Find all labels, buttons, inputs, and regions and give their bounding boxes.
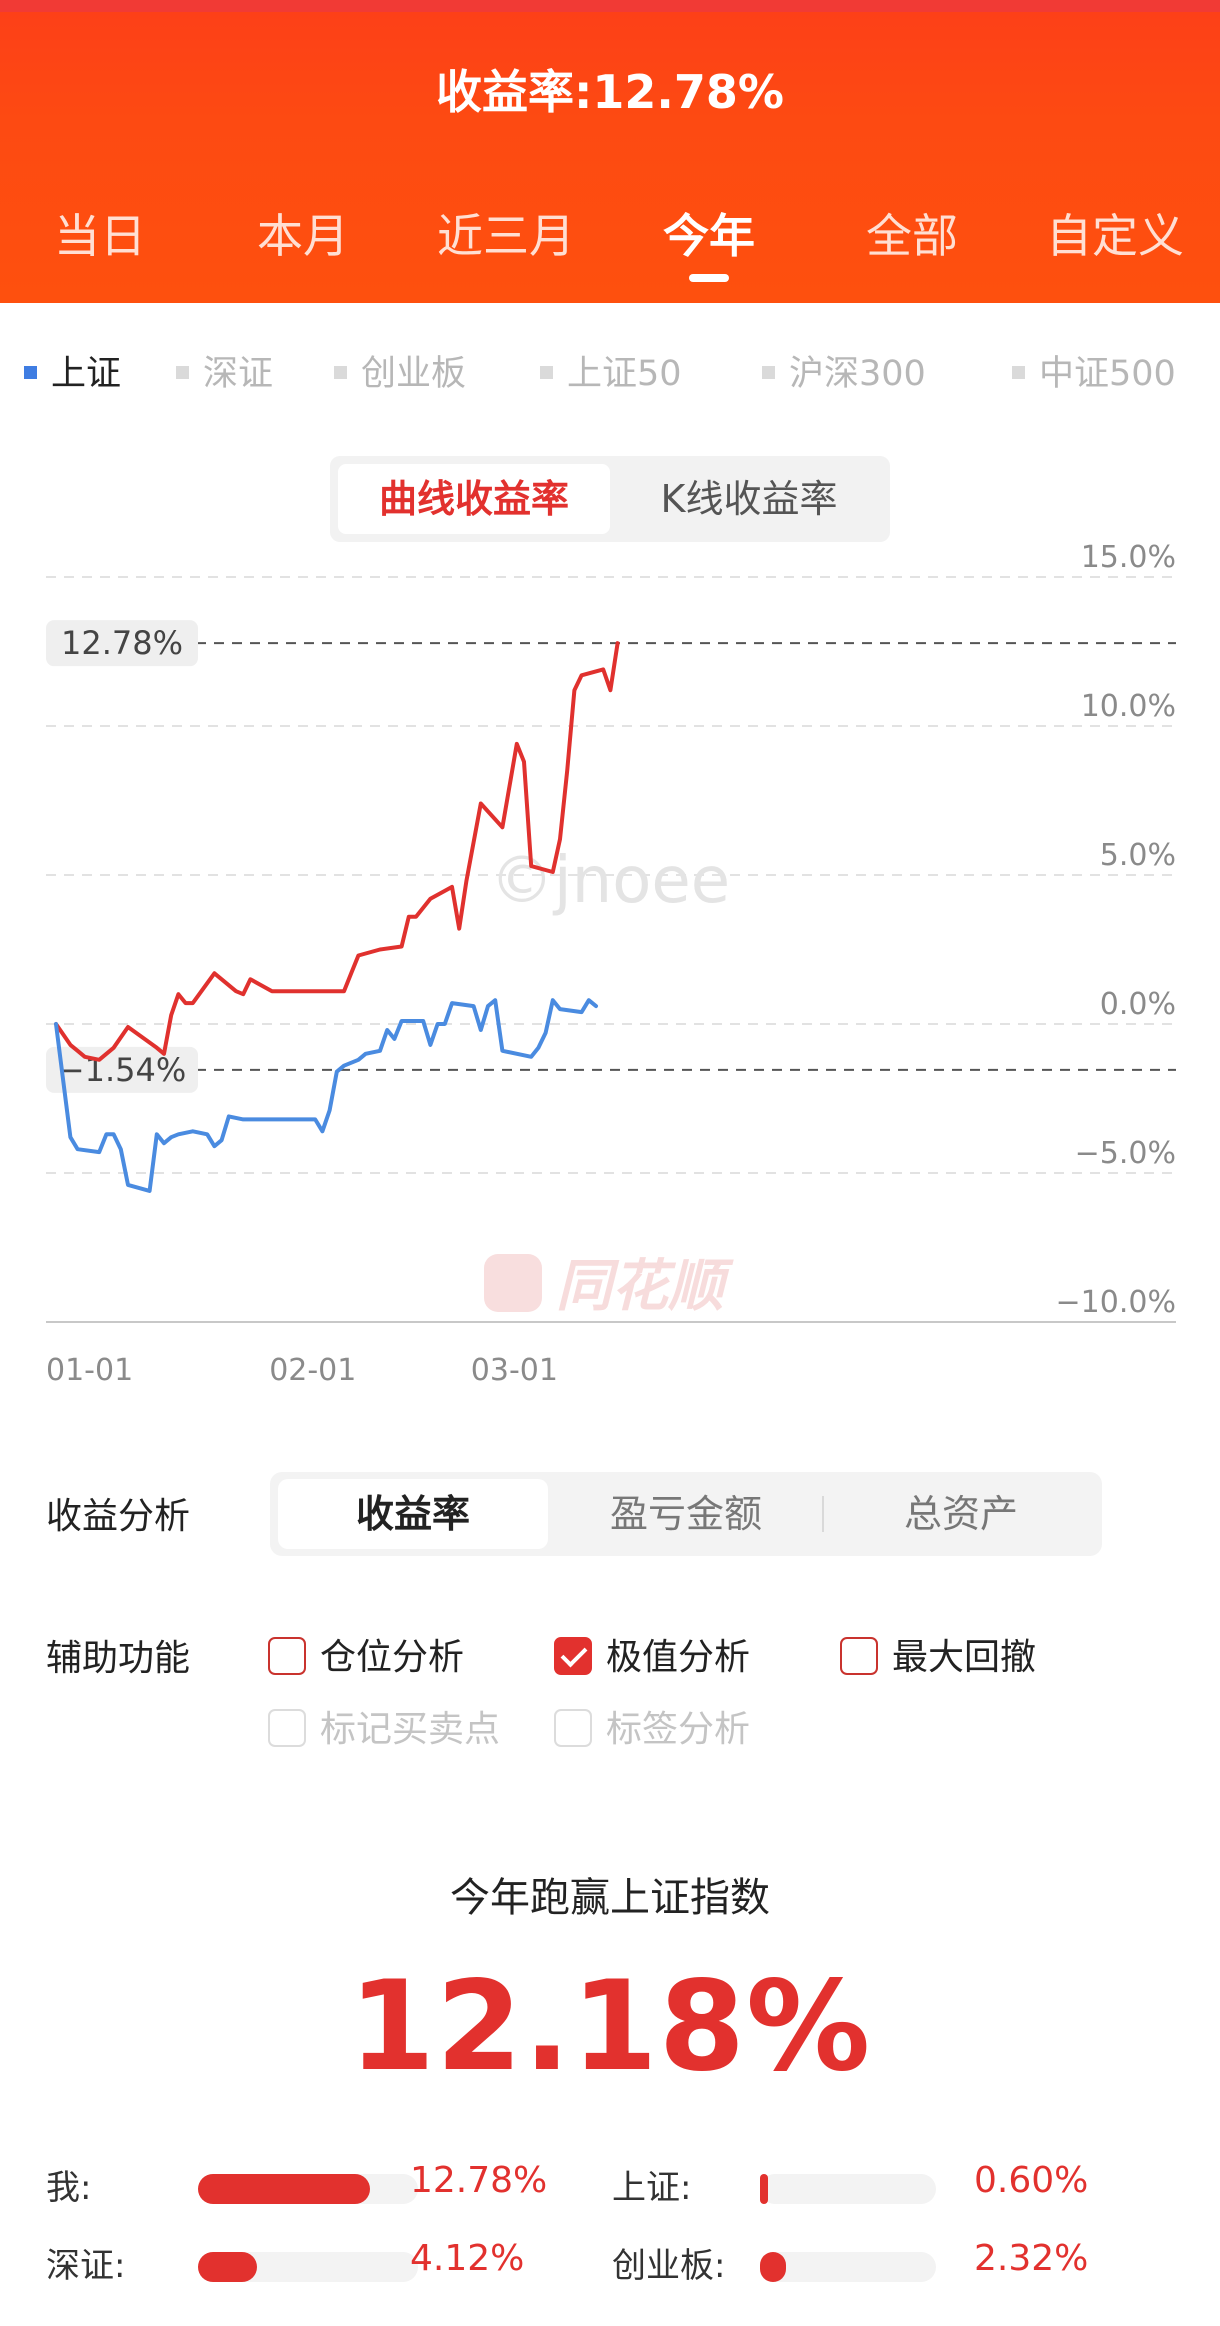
legend-dot [176,365,189,379]
y-tick-label: 0.0% [1100,987,1176,1022]
tab-custom[interactable]: 自定义 [1046,209,1184,263]
min-marker-label: −1.54% [58,1051,186,1089]
compare-track [760,2252,936,2282]
index-szse[interactable]: 深证 [176,345,273,396]
index-csi500[interactable]: 中证500 [1012,345,1176,396]
yield-chart: 15.0% 10.0% 5.0% 0.0% −5.0% −10.0% ©jnoee 同花顺 01… [46,540,1176,1388]
check-icon [554,1637,592,1675]
aux-label: 辅助功能 [46,1638,191,1679]
watermark-logo-icon [484,1254,542,1312]
legend-dot [1012,365,1025,379]
x-tick-label: 01-01 [46,1353,133,1388]
yield-title: 收益率:12.78% [436,65,784,119]
compare-value: 0.60% [974,2160,1089,2201]
index-sse[interactable]: 上证 [24,345,121,396]
tag-analysis-checkbox: 标签分析 [554,1700,750,1750]
y-tick-label: −10.0% [1056,1285,1176,1320]
compare-track [760,2174,936,2204]
watermark-text: ©jnoee [490,844,730,918]
outperform-title: 今年跑赢上证指数 [450,1875,770,1921]
yield-rate-option[interactable]: 收益率 [278,1479,548,1549]
period-tabs: 当日 本月 近三月 今年 全部 自定义 [0,200,1220,282]
tab-this-month[interactable]: 本月 [257,209,349,263]
compare-sse: 上证: 0.60% [612,2160,1172,2210]
compare-label: 我: [46,2168,92,2208]
compare-label: 上证: [612,2168,692,2208]
y-tick-label: −5.0% [1075,1136,1176,1171]
compare-label: 深证: [46,2246,126,2286]
compare-fill [198,2252,258,2282]
mark-trades-checkbox: 标记买卖点 [268,1700,500,1750]
chart-mode-switch: 曲线收益率 K线收益率 [330,456,890,542]
compare-value: 12.78% [410,2160,548,2201]
series-line-mine [54,641,620,1062]
series-line-index [54,998,598,1193]
outperform-value: 12.18% [348,1955,872,2099]
x-tick-label: 02-01 [269,1353,356,1388]
status-stripe [0,0,1220,12]
index-selector: 上证 深证 创业板 上证50 沪深300 中证500 [0,345,1220,395]
checkbox-box [840,1637,878,1675]
position-analysis-checkbox[interactable]: 仓位分析 [268,1628,464,1678]
checkbox-box [268,1637,306,1675]
compare-label: 创业板: [612,2246,726,2286]
max-marker-badge [46,620,198,667]
legend-dot [24,365,37,379]
compare-track [198,2252,418,2282]
tab-today[interactable]: 当日 [54,209,146,263]
x-tick-label: 03-01 [471,1353,558,1388]
active-tab-indicator [689,274,729,282]
header-bar: 收益率:12.78% 当日 本月 近三月 今年 全部 自定义 [0,0,1220,303]
checkbox-box [268,1709,306,1747]
legend-dot [762,365,775,379]
y-tick-label: 15.0% [1081,540,1176,575]
tab-all[interactable]: 全部 [866,209,958,263]
index-chinext[interactable]: 创业板 [334,345,466,396]
compare-value: 4.12% [410,2238,525,2279]
extreme-analysis-checkbox[interactable]: 极值分析 [554,1628,750,1678]
tab-this-year[interactable]: 今年 [629,200,789,282]
compare-fill [198,2174,370,2204]
curve-yield-option[interactable]: 曲线收益率 [338,464,610,534]
watermark-brand: 同花顺 [556,1254,734,1319]
compare-track [198,2174,418,2204]
max-drawdown-checkbox[interactable]: 最大回撤 [840,1628,1036,1678]
checkbox-box [554,1709,592,1747]
compare-mine: 我: 12.78% [46,2160,548,2210]
y-tick-label: 10.0% [1081,689,1176,724]
compare-szse: 深证: 4.12% [46,2238,546,2288]
compare-fill [760,2174,768,2204]
tab-three-months[interactable]: 近三月 [437,209,575,263]
divider [822,1496,824,1532]
legend-dot [540,365,553,379]
legend-dot [334,365,347,379]
compare-chinext: 创业板: 2.32% [612,2238,1172,2288]
compare-fill [760,2252,787,2282]
max-marker-label: 12.78% [61,624,183,662]
analysis-switch: 收益率 盈亏金额 总资产 [270,1472,1102,1556]
kline-yield-option[interactable]: K线收益率 [660,477,838,521]
index-sse50[interactable]: 上证50 [540,345,682,396]
y-tick-label: 5.0% [1100,838,1176,873]
total-assets-option[interactable]: 总资产 [903,1492,1018,1536]
analysis-label: 收益分析 [46,1496,191,1537]
compare-value: 2.32% [974,2238,1089,2279]
profit-amount-option[interactable]: 盈亏金额 [609,1492,762,1536]
index-csi300[interactable]: 沪深300 [762,345,926,396]
